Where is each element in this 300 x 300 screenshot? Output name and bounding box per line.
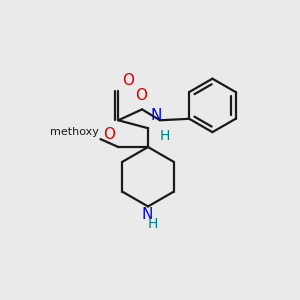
Text: H: H (160, 129, 170, 143)
Text: O: O (103, 127, 115, 142)
Text: N: N (141, 208, 153, 223)
Text: O: O (135, 88, 147, 104)
Text: H: H (148, 218, 158, 231)
Text: O: O (122, 73, 134, 88)
Text: methoxy: methoxy (50, 127, 98, 137)
Text: N: N (151, 108, 162, 123)
